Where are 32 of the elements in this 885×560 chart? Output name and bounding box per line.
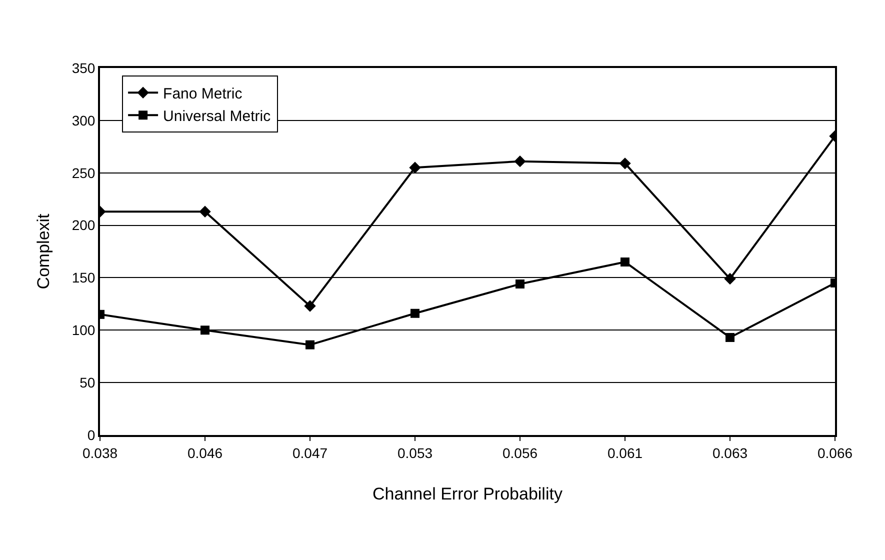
point xyxy=(724,272,736,285)
y-tick-label: 100 xyxy=(72,322,96,338)
x-tick-label: 0.038 xyxy=(82,444,118,461)
x-tick-label: 0.066 xyxy=(817,444,853,461)
y-tick-label: 50 xyxy=(80,374,96,390)
x-tick-label: 0.061 xyxy=(607,444,643,461)
point xyxy=(304,300,316,312)
point xyxy=(200,326,210,335)
point xyxy=(516,280,524,289)
y-tick-label: 200 xyxy=(72,217,96,234)
y-tick-label: 150 xyxy=(72,270,96,286)
x-tick-label: 0.046 xyxy=(187,444,223,461)
legend-label: Fano Metric xyxy=(163,85,243,102)
x-tick-label: 0.063 xyxy=(712,444,748,461)
point xyxy=(619,158,631,170)
y-tick-label: 250 xyxy=(72,164,96,181)
point xyxy=(726,332,734,342)
legend-label: Universal Metric xyxy=(163,108,272,125)
y-axis-title: Complexit xyxy=(34,213,53,290)
x-tick-label: 0.053 xyxy=(397,444,433,461)
point xyxy=(620,257,630,266)
point xyxy=(514,155,526,168)
point xyxy=(199,206,211,218)
x-tick-label: 0.056 xyxy=(502,444,538,461)
y-tick-label: 350 xyxy=(72,60,96,76)
x-tick-label: 0.047 xyxy=(292,444,328,461)
y-tick-label: 300 xyxy=(72,112,96,128)
y-tick-label: 0 xyxy=(87,426,96,443)
point xyxy=(409,162,421,174)
point xyxy=(306,340,314,350)
point xyxy=(410,308,420,318)
x-axis-title: Channel Error Probability xyxy=(372,484,563,504)
